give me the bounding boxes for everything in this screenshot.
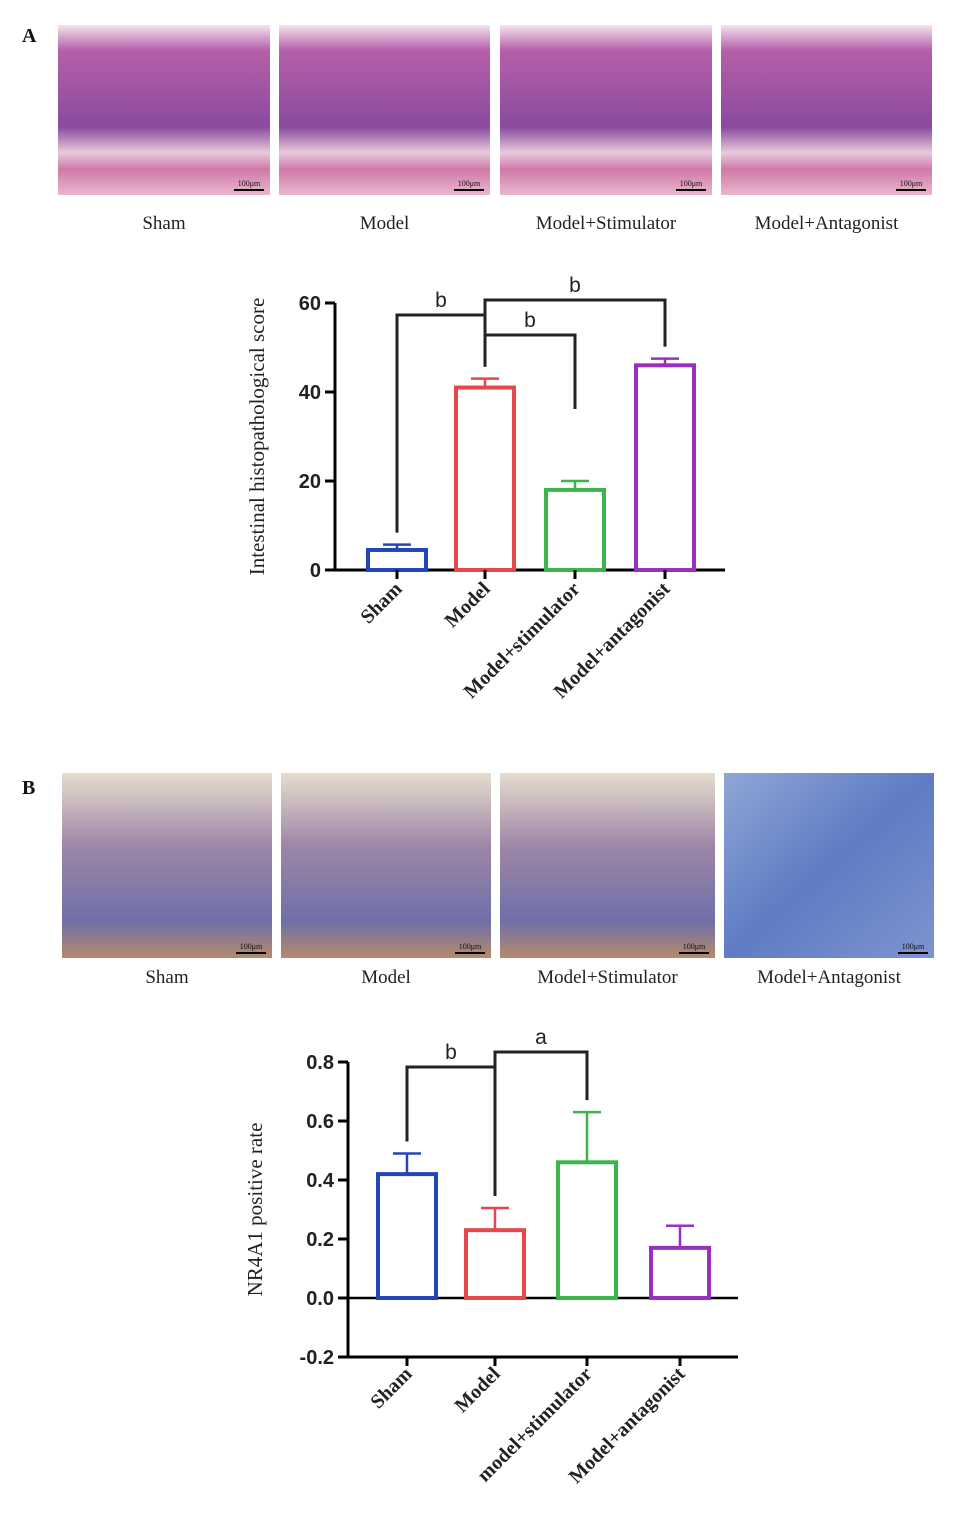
- image-caption: Sham: [142, 213, 186, 234]
- bar: [649, 1245, 711, 1300]
- y-tick-label: 20: [299, 471, 321, 493]
- image-caption: Model+Stimulator: [536, 213, 677, 234]
- scale-bar-label: 100μm: [238, 179, 261, 188]
- micrograph: [724, 773, 934, 958]
- bar: [634, 363, 696, 572]
- micrograph: [279, 25, 490, 195]
- image-caption: Model: [361, 967, 411, 988]
- y-tick-label: 0.0: [306, 1288, 334, 1310]
- y-tick-label: 60: [299, 293, 321, 315]
- x-tick-label: Model: [440, 578, 494, 632]
- x-tick-label: Sham: [356, 578, 406, 628]
- x-tick-label: Model: [450, 1363, 504, 1417]
- micrograph: [281, 773, 491, 958]
- y-tick-label: 0.4: [306, 1170, 335, 1192]
- bar: [556, 1160, 618, 1301]
- y-tick-label: 0.8: [306, 1052, 334, 1074]
- scale-bar-label: 100μm: [458, 179, 481, 188]
- image-caption: Model+Antagonist: [755, 213, 899, 234]
- x-tick-label: Sham: [366, 1363, 416, 1413]
- image-caption: Sham: [145, 967, 189, 988]
- y-tick-label: 0.6: [306, 1111, 334, 1133]
- bar: [366, 547, 428, 572]
- significance-bracket: [493, 1050, 589, 1197]
- bar: [376, 1172, 438, 1300]
- scale-bar-label: 100μm: [240, 942, 263, 951]
- scale-bar-label: 100μm: [900, 179, 923, 188]
- image-caption: Model+Antagonist: [757, 967, 901, 988]
- micrograph: [62, 773, 272, 958]
- micrograph: [500, 773, 715, 958]
- bar: [544, 487, 606, 572]
- panel-label: B: [22, 777, 35, 799]
- y-tick-label: 0.2: [306, 1229, 334, 1251]
- scale-bar-label: 100μm: [683, 942, 706, 951]
- micrograph: [500, 25, 712, 195]
- image-caption: Model: [360, 213, 410, 234]
- panel-label: A: [22, 25, 37, 47]
- significance-label: b: [524, 309, 536, 332]
- significance-label: b: [435, 289, 447, 312]
- significance-bracket: [483, 298, 667, 367]
- bar: [454, 385, 516, 572]
- scale-bar-label: 100μm: [459, 942, 482, 951]
- scale-bar-label: 100μm: [902, 942, 925, 951]
- y-tick-label: 0: [310, 560, 321, 582]
- significance-label: b: [445, 1041, 457, 1064]
- micrograph: [721, 25, 932, 195]
- image-caption: Model+Stimulator: [537, 967, 678, 988]
- significance-label: a: [535, 1026, 547, 1049]
- y-tick-label: 40: [299, 382, 321, 404]
- y-axis-label: Intestinal histopathological score: [245, 298, 269, 576]
- micrograph: [58, 25, 270, 195]
- scale-bar-label: 100μm: [680, 179, 703, 188]
- y-axis-label: NR4A1 positive rate: [243, 1123, 267, 1297]
- bar: [464, 1228, 526, 1301]
- y-tick-label: -0.2: [300, 1347, 334, 1369]
- significance-label: b: [569, 274, 581, 297]
